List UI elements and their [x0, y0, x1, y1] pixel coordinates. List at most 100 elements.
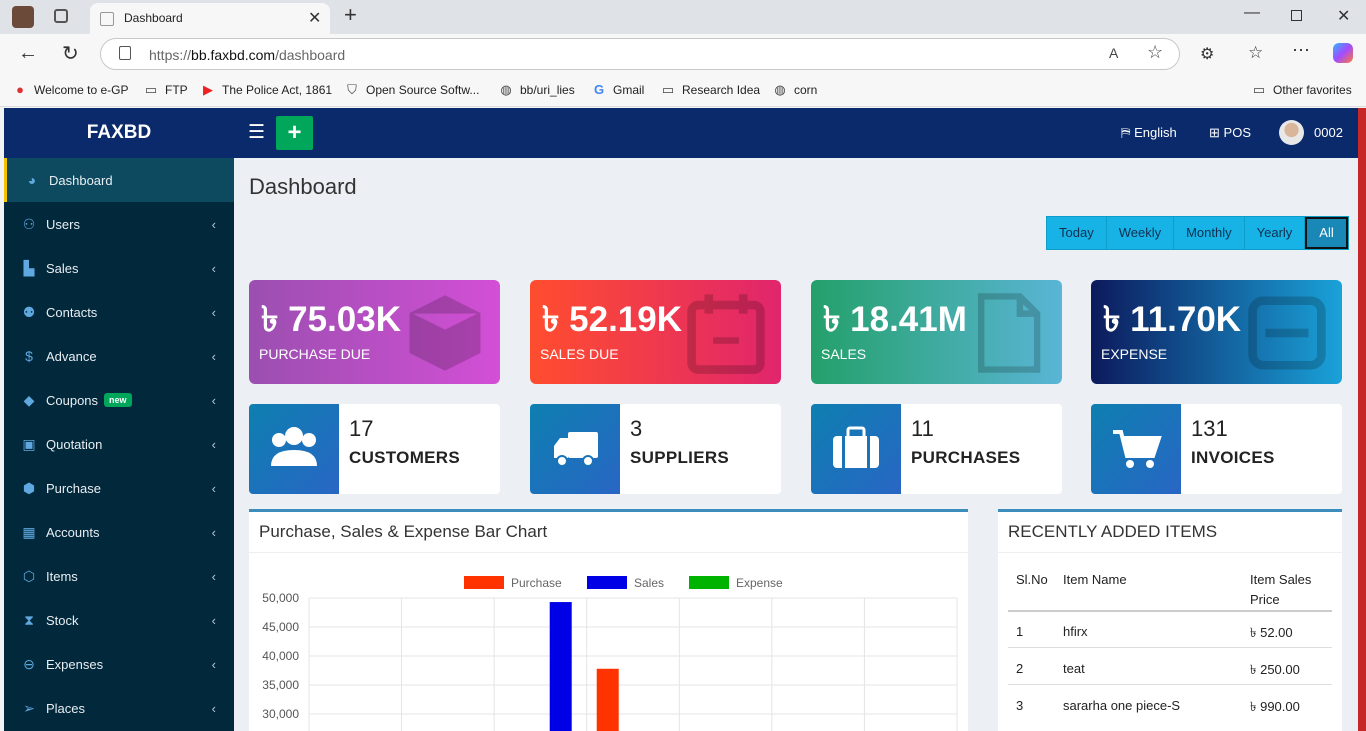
globe-icon: ◍ — [774, 82, 786, 97]
stat-label: EXPENSE — [1101, 346, 1168, 362]
shield-icon: ⛉ — [347, 82, 357, 97]
user-name[interactable]: 0002 — [1314, 125, 1343, 140]
user-plus-icon: ⚇ — [22, 215, 36, 232]
language-selector[interactable]: ⛿ English — [1121, 125, 1177, 141]
chevron-left-icon: ‹ — [211, 480, 216, 496]
sidebar-item-advance[interactable]: $ Advance ‹ — [4, 334, 234, 378]
minimize-icon[interactable]: — — [1244, 4, 1260, 21]
refresh-icon[interactable]: ↻ — [62, 43, 79, 65]
info-icon-box — [811, 404, 901, 494]
extensions-icon[interactable]: ⚙ — [1200, 46, 1215, 63]
hamburger-menu-icon[interactable]: ☰ — [248, 122, 266, 143]
chevron-left-icon: ‹ — [211, 392, 216, 408]
pos-button[interactable]: ⊞ POS — [1209, 125, 1251, 141]
sidebar-item-purchase[interactable]: ⬢ Purchase ‹ — [4, 466, 234, 510]
sidebar-item-expenses[interactable]: ⊖ Expenses ‹ — [4, 642, 234, 686]
sidebar-item-accounts[interactable]: ▦ Accounts ‹ — [4, 510, 234, 554]
sidebar-item-dashboard[interactable]: ◕ Dashboard — [4, 158, 234, 202]
sidebar-item-label: Stock — [46, 612, 79, 628]
sidebar-item-sales[interactable]: ▙ Sales ‹ — [4, 246, 234, 290]
stat-card-expense[interactable]: ৳ 11.70K EXPENSE — [1091, 280, 1342, 384]
address-bar[interactable]: https://bb.faxbd.com/dashboard A ☆ — [100, 38, 1180, 70]
users-icon — [271, 427, 317, 466]
table-row[interactable]: 1 hfirx ৳ 52.00 — [1008, 624, 1332, 644]
copilot-icon[interactable] — [1333, 43, 1353, 63]
sidebar-item-label: Sales — [46, 260, 79, 276]
filter-weekly[interactable]: Weekly — [1107, 217, 1175, 249]
favorite-uri-lies[interactable]: ◍ bb/uri_lies — [498, 82, 574, 98]
paper-plane-icon: ➢ — [23, 699, 35, 716]
favorite-gmail[interactable]: G Gmail — [591, 82, 644, 98]
profile-avatar[interactable] — [12, 6, 34, 28]
egp-icon: ● — [16, 82, 24, 97]
stat-card-purchase-due[interactable]: ৳ 75.03K PURCHASE DUE — [249, 280, 500, 384]
favorite-label: Open Source Softw... — [366, 83, 480, 97]
calendar-plus-icon: ▣ — [22, 435, 36, 452]
info-count: 3 — [630, 416, 643, 441]
chevron-left-icon: ‹ — [211, 260, 216, 276]
chevron-left-icon: ‹ — [211, 216, 216, 232]
read-aloud-icon[interactable]: A — [1109, 45, 1119, 61]
scrollbar[interactable] — [1358, 108, 1366, 731]
favorite-research-idea[interactable]: ▭ Research Idea — [660, 82, 760, 98]
favorite-ftp[interactable]: ▭ FTP — [143, 82, 188, 98]
bar-chart: Purchase Sales Expense 50,000 45,000 40,000 35… — [262, 576, 958, 731]
filter-monthly[interactable]: Monthly — [1174, 217, 1245, 249]
url-text[interactable]: https://bb.faxbd.com/dashboard — [149, 47, 345, 63]
favorite-corn[interactable]: ◍ corn — [772, 82, 817, 98]
favorite-label: Gmail — [613, 83, 645, 97]
other-favorites[interactable]: ▭ Other favorites — [1251, 82, 1352, 98]
favorite-open-source[interactable]: ⛉ Open Source Softw... — [344, 82, 479, 98]
filter-today[interactable]: Today — [1047, 217, 1107, 249]
sidebar-item-label: Coupons — [46, 392, 99, 408]
sidebar-item-label: Items — [46, 568, 78, 584]
sidebar-item-label: Dashboard — [49, 172, 113, 188]
favorite-label: FTP — [165, 83, 188, 97]
sidebar-item-coupons[interactable]: ◆ Coupons new ‹ — [4, 378, 234, 422]
legend-label: Expense — [736, 576, 783, 590]
filter-all[interactable]: All — [1305, 217, 1348, 249]
info-box-invoices[interactable]: 131 INVOICES — [1091, 404, 1342, 494]
new-tab-icon[interactable]: + — [344, 2, 357, 27]
period-filter-group: Today Weekly Monthly Yearly All — [1046, 216, 1349, 250]
info-box-customers[interactable]: 17 CUSTOMERS — [249, 404, 500, 494]
restore-icon[interactable] — [1291, 10, 1302, 21]
back-icon[interactable]: ← — [18, 42, 38, 64]
tab-close-icon[interactable]: ✕ — [308, 10, 322, 27]
row-price: ৳ 990.00 — [1250, 699, 1300, 714]
favorites-icon[interactable]: ☆ — [1248, 43, 1264, 62]
sidebar-item-users[interactable]: ⚇ Users ‹ — [4, 202, 234, 246]
legend-swatch — [587, 576, 627, 589]
more-icon[interactable]: ⋯ — [1292, 40, 1310, 60]
filter-yearly[interactable]: Yearly — [1245, 217, 1306, 249]
table-row[interactable]: 3 sararha one piece-S ৳ 990.00 — [1008, 698, 1332, 718]
lock-icon — [119, 46, 131, 60]
translate-icon: ⛿ — [1121, 125, 1131, 140]
row-sl: 3 — [1016, 698, 1024, 713]
sidebar-item-quotation[interactable]: ▣ Quotation ‹ — [4, 422, 234, 466]
sidebar-item-places[interactable]: ➢ Places ‹ — [4, 686, 234, 730]
add-new-button[interactable]: + — [276, 116, 313, 150]
brand-logo[interactable]: FAXBD — [86, 122, 152, 143]
favorite-star-icon[interactable]: ☆ — [1147, 42, 1164, 62]
sidebar-item-stock[interactable]: ⧗ Stock ‹ — [4, 598, 234, 642]
stat-card-sales[interactable]: ৳ 18.41M SALES — [811, 280, 1062, 384]
tab-favicon-icon — [100, 12, 114, 26]
favorite-police-act[interactable]: ▶ The Police Act, 1861 — [200, 82, 332, 98]
table-row[interactable]: 2 teat ৳ 250.00 — [1008, 661, 1332, 681]
close-window-icon[interactable]: ✕ — [1337, 8, 1351, 25]
sidebar-item-items[interactable]: ⬡ Items ‹ — [4, 554, 234, 598]
favorite-label: Welcome to e-GP — [34, 83, 129, 97]
sidebar-item-contacts[interactable]: ⚉ Contacts ‹ — [4, 290, 234, 334]
workspaces-icon[interactable] — [54, 9, 68, 23]
truck-icon — [554, 432, 598, 467]
active-tab[interactable]: Dashboard ✕ — [90, 3, 330, 34]
info-box-suppliers[interactable]: 3 SUPPLIERS — [530, 404, 781, 494]
info-box-purchases[interactable]: 11 PURCHASES — [811, 404, 1062, 494]
favorite-egp[interactable]: ● Welcome to e-GP — [12, 82, 128, 98]
cube-icon: ⬢ — [22, 479, 36, 496]
stat-card-sales-due[interactable]: ৳ 52.19K SALES DUE — [530, 280, 781, 384]
user-avatar[interactable] — [1279, 120, 1304, 145]
globe-icon: ◍ — [500, 82, 512, 97]
new-badge: new — [104, 393, 132, 407]
